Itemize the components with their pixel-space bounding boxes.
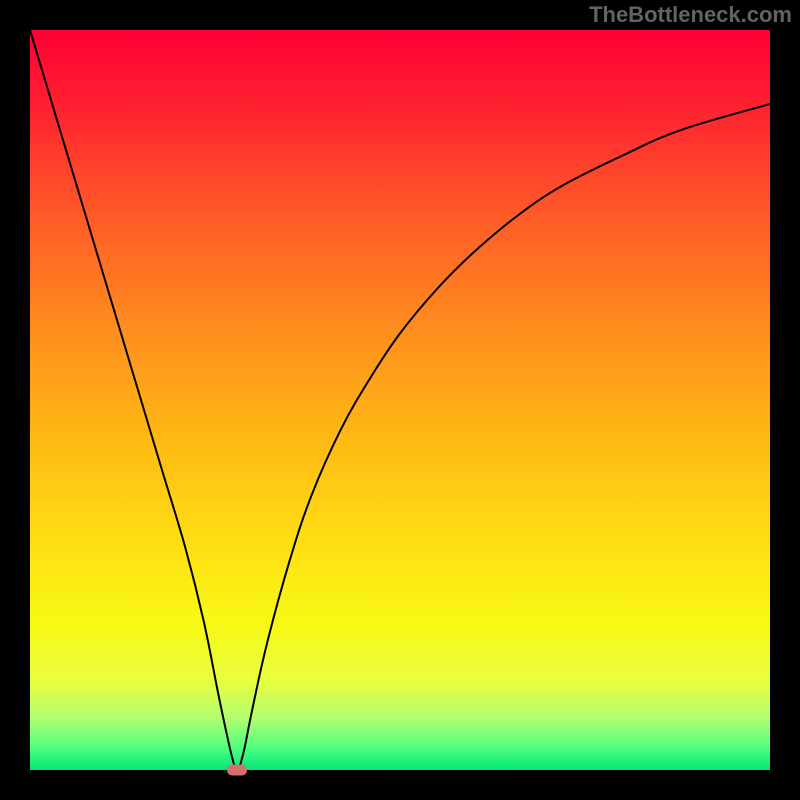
figure-root: TheBottleneck.com — [0, 0, 800, 800]
watermark-text: TheBottleneck.com — [589, 2, 792, 28]
optimum-marker — [227, 765, 247, 776]
plot-area — [30, 30, 770, 770]
bottleneck-curve — [30, 30, 770, 770]
